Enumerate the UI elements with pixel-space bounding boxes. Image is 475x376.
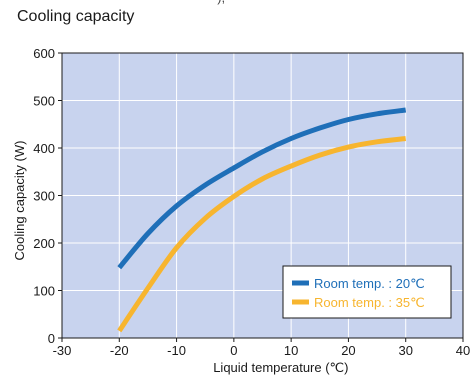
legend-label-1: Room temp. : 20℃ <box>314 276 425 291</box>
x-tick-label: -10 <box>167 343 186 358</box>
x-tick-label: -20 <box>110 343 129 358</box>
chart-heading: Cooling capacity <box>17 8 135 25</box>
series-line-1 <box>117 107 407 270</box>
x-tick-label: -30 <box>53 343 72 358</box>
series-line-2 <box>117 136 407 333</box>
y-tick-label: 200 <box>33 236 55 251</box>
x-tick-label: 10 <box>284 343 298 358</box>
y-tick-label: 400 <box>33 141 55 156</box>
cropped-title-text: –), <box>210 0 225 5</box>
x-tick-label: 20 <box>341 343 355 358</box>
y-tick-label: 100 <box>33 284 55 299</box>
x-tick-label: 0 <box>230 343 237 358</box>
y-tick-label: 0 <box>48 331 55 346</box>
legend-label-2: Room temp. : 35℃ <box>314 295 425 310</box>
y-tick-label: 300 <box>33 189 55 204</box>
x-tick-label: 30 <box>398 343 412 358</box>
y-tick-label: 500 <box>33 94 55 109</box>
y-tick-label: 600 <box>33 46 55 61</box>
x-axis-label: Liquid temperature (℃) <box>213 360 348 375</box>
y-axis-label: Cooling capacity (W) <box>12 141 27 261</box>
x-tick-label: 40 <box>456 343 470 358</box>
legend-box <box>282 265 452 319</box>
